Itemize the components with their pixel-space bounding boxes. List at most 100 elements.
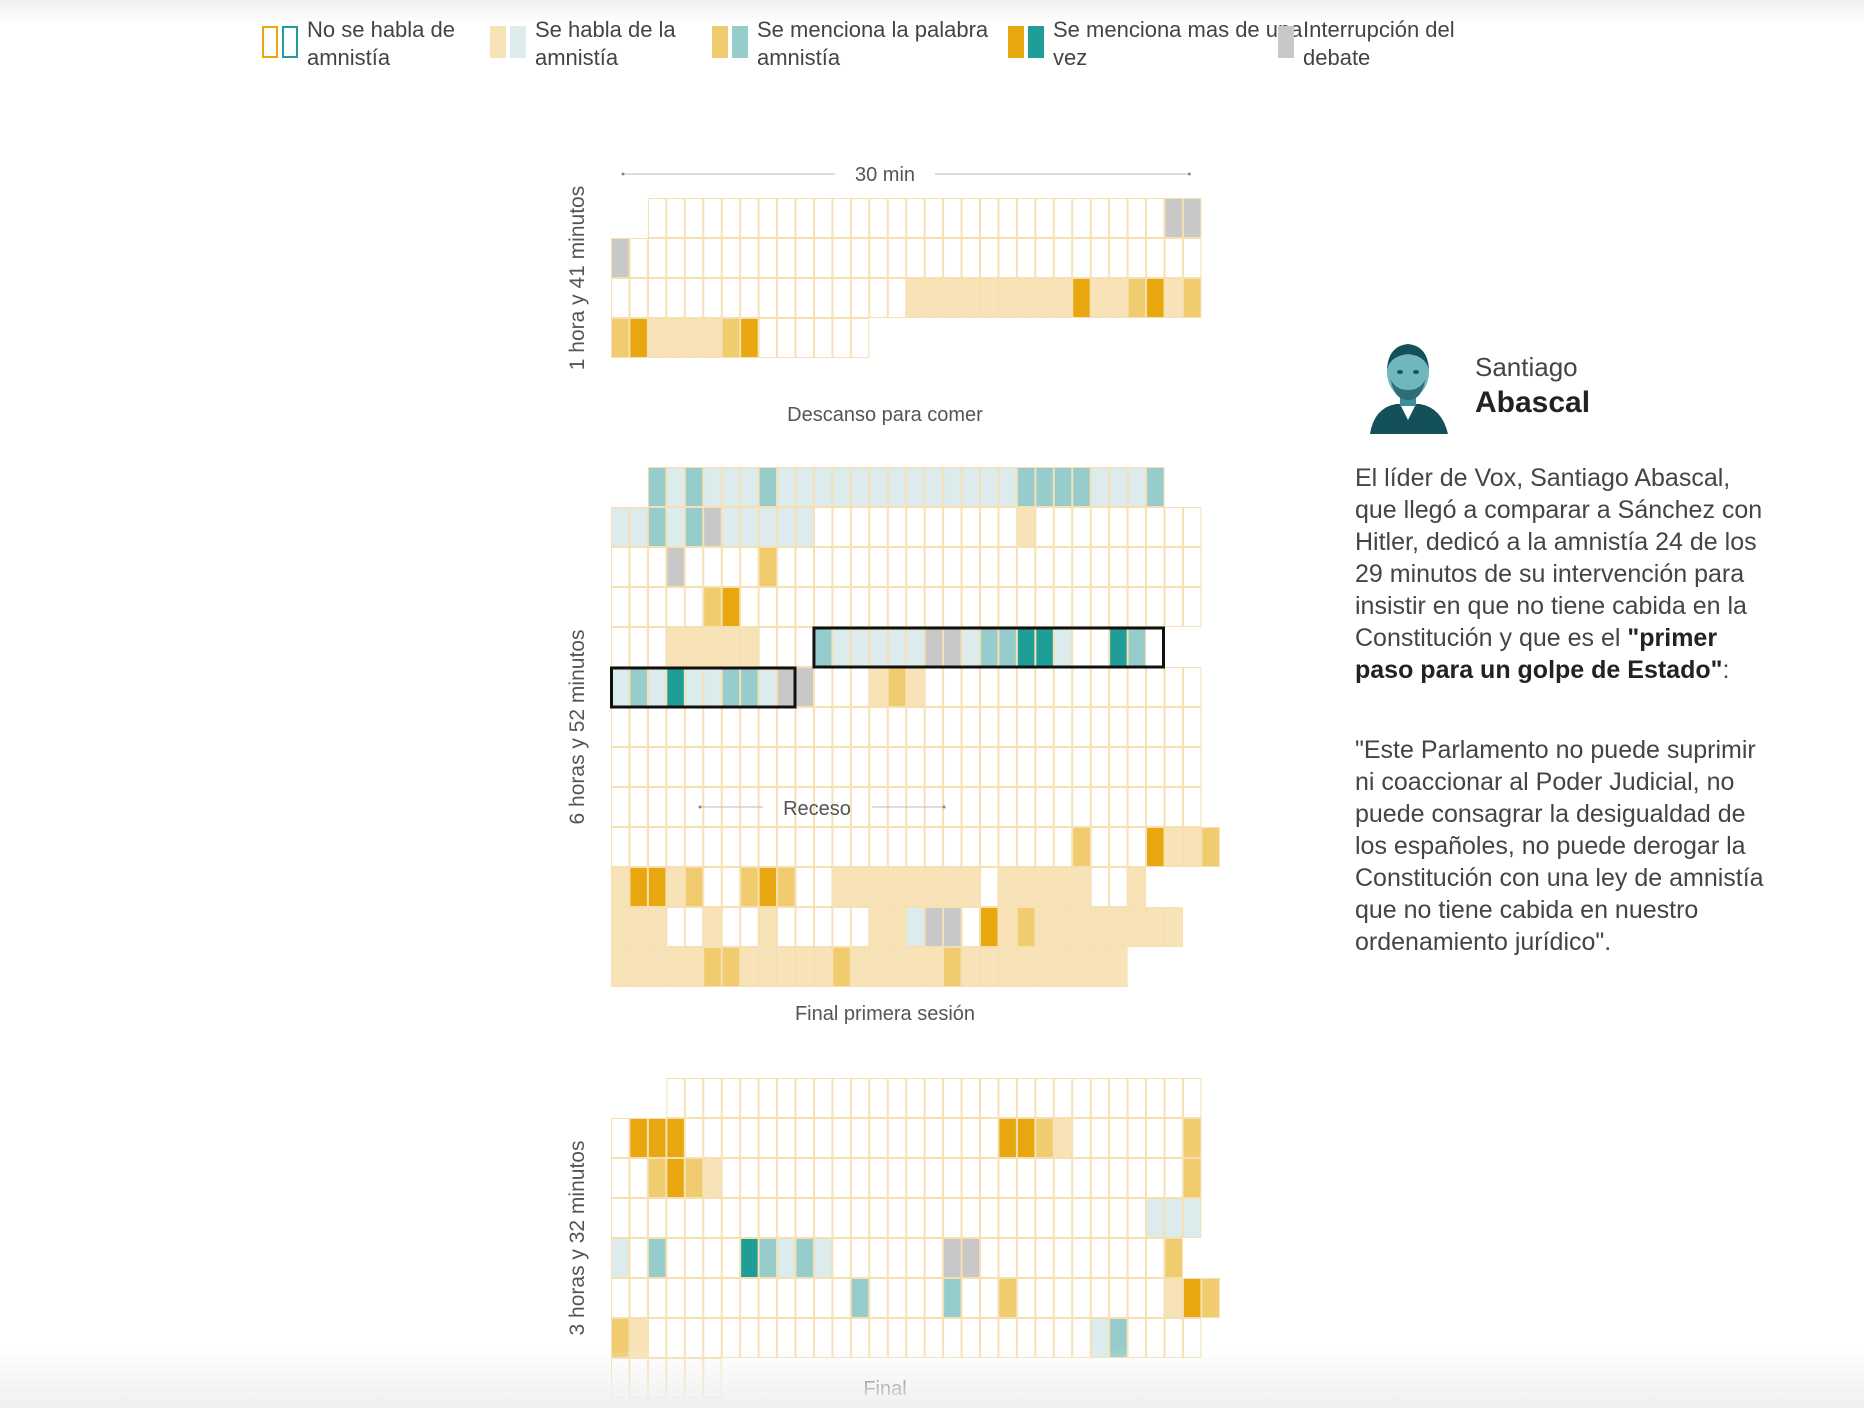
minute-cell xyxy=(795,907,814,947)
minute-cell xyxy=(1146,507,1165,547)
minute-cell xyxy=(832,1318,851,1358)
minute-cell xyxy=(1164,1198,1183,1238)
minute-cell xyxy=(647,787,667,827)
minute-cell xyxy=(1164,827,1183,867)
minute-cell xyxy=(961,947,980,987)
minute-cell xyxy=(1127,867,1147,907)
minute-cell xyxy=(647,667,667,707)
minute-cell xyxy=(1127,547,1147,587)
minute-cell xyxy=(1182,1278,1202,1318)
minute-cell xyxy=(647,1358,667,1398)
minute-cell xyxy=(666,318,685,358)
minute-cell xyxy=(813,747,833,787)
minute-cell xyxy=(1164,1238,1183,1278)
minute-cell xyxy=(869,867,888,907)
minute-cell xyxy=(980,707,999,747)
minute-cell xyxy=(980,747,999,787)
minute-cell xyxy=(777,947,796,987)
legend-item: Interrupción del debate xyxy=(1278,16,1503,72)
minute-cell xyxy=(1109,627,1128,667)
minute-cell xyxy=(1164,707,1183,747)
minute-cell xyxy=(740,278,759,318)
minute-cell xyxy=(1053,627,1073,667)
minute-cell xyxy=(611,547,630,587)
minute-cell xyxy=(906,627,925,667)
minute-cell xyxy=(1201,1278,1220,1318)
minute-cell xyxy=(703,238,722,278)
minute-cell xyxy=(795,1118,814,1158)
minute-cell xyxy=(887,867,907,907)
minute-cell xyxy=(703,198,722,238)
minute-cell xyxy=(869,1238,888,1278)
minute-cell xyxy=(887,1158,907,1198)
minute-cell xyxy=(1146,1118,1165,1158)
minute-cell xyxy=(1109,947,1128,987)
minute-cell xyxy=(832,318,851,358)
minute-cell xyxy=(1053,947,1073,987)
minute-cell xyxy=(980,627,999,667)
minute-cell xyxy=(832,507,851,547)
minute-cell xyxy=(924,707,944,747)
minute-cell xyxy=(906,867,925,907)
minute-cell xyxy=(777,787,796,827)
minute-cell xyxy=(1127,467,1147,507)
minute-cell xyxy=(924,1158,944,1198)
minute-cell xyxy=(1072,867,1091,907)
minute-cell xyxy=(629,787,648,827)
minute-cell xyxy=(1109,707,1128,747)
minute-cell xyxy=(980,238,999,278)
minute-cell xyxy=(1053,1238,1073,1278)
minute-cell xyxy=(795,1238,814,1278)
minute-cell xyxy=(961,467,980,507)
minute-cell xyxy=(721,1118,741,1158)
legend-label: Se habla de la amnistía xyxy=(535,17,676,70)
minute-cell xyxy=(1164,1078,1183,1118)
minute-cell xyxy=(887,627,907,667)
minute-cell xyxy=(1016,1158,1036,1198)
minute-cell xyxy=(684,947,704,987)
minute-cell xyxy=(961,1158,980,1198)
minute-cell xyxy=(795,667,814,707)
minute-cell xyxy=(813,278,833,318)
minute-cell xyxy=(813,867,833,907)
minute-cell xyxy=(887,947,907,987)
minute-cell xyxy=(684,1318,704,1358)
minute-cell xyxy=(684,1278,704,1318)
minute-cell xyxy=(1146,1278,1165,1318)
minute-cell xyxy=(629,827,648,867)
receso-label: Receso xyxy=(783,798,851,820)
minute-cell xyxy=(832,1278,851,1318)
minute-cell xyxy=(777,1118,796,1158)
minute-cell xyxy=(906,278,925,318)
minute-cell xyxy=(1127,1118,1147,1158)
minute-cell xyxy=(813,238,833,278)
minute-cell xyxy=(850,707,870,747)
minute-cell xyxy=(813,198,833,238)
minute-cell xyxy=(758,1158,778,1198)
minute-cell xyxy=(906,1278,925,1318)
minute-cell xyxy=(1090,547,1110,587)
minute-cell xyxy=(740,198,759,238)
minute-cell xyxy=(1164,198,1183,238)
minute-cell xyxy=(647,1198,667,1238)
minute-cell xyxy=(832,198,851,238)
minute-cell xyxy=(961,787,980,827)
legend-label: Se menciona la palabra amnistía xyxy=(757,17,989,70)
minute-cell xyxy=(795,467,814,507)
minute-cell xyxy=(980,947,999,987)
minute-cell xyxy=(611,1318,630,1358)
minute-cell xyxy=(1090,278,1110,318)
minute-cell xyxy=(998,587,1017,627)
block-duration-label: 3 horas y 32 minutos xyxy=(566,1141,589,1336)
minute-cell xyxy=(832,827,851,867)
minute-cell xyxy=(998,747,1017,787)
minute-cell xyxy=(1090,787,1110,827)
minute-cell xyxy=(1182,1158,1202,1198)
minute-cell xyxy=(943,707,962,747)
minute-cell xyxy=(629,1198,648,1238)
minute-cell xyxy=(980,467,999,507)
minute-cell xyxy=(961,707,980,747)
minute-cell xyxy=(1109,1238,1128,1278)
minute-cell xyxy=(740,587,759,627)
minute-cell xyxy=(869,1158,888,1198)
